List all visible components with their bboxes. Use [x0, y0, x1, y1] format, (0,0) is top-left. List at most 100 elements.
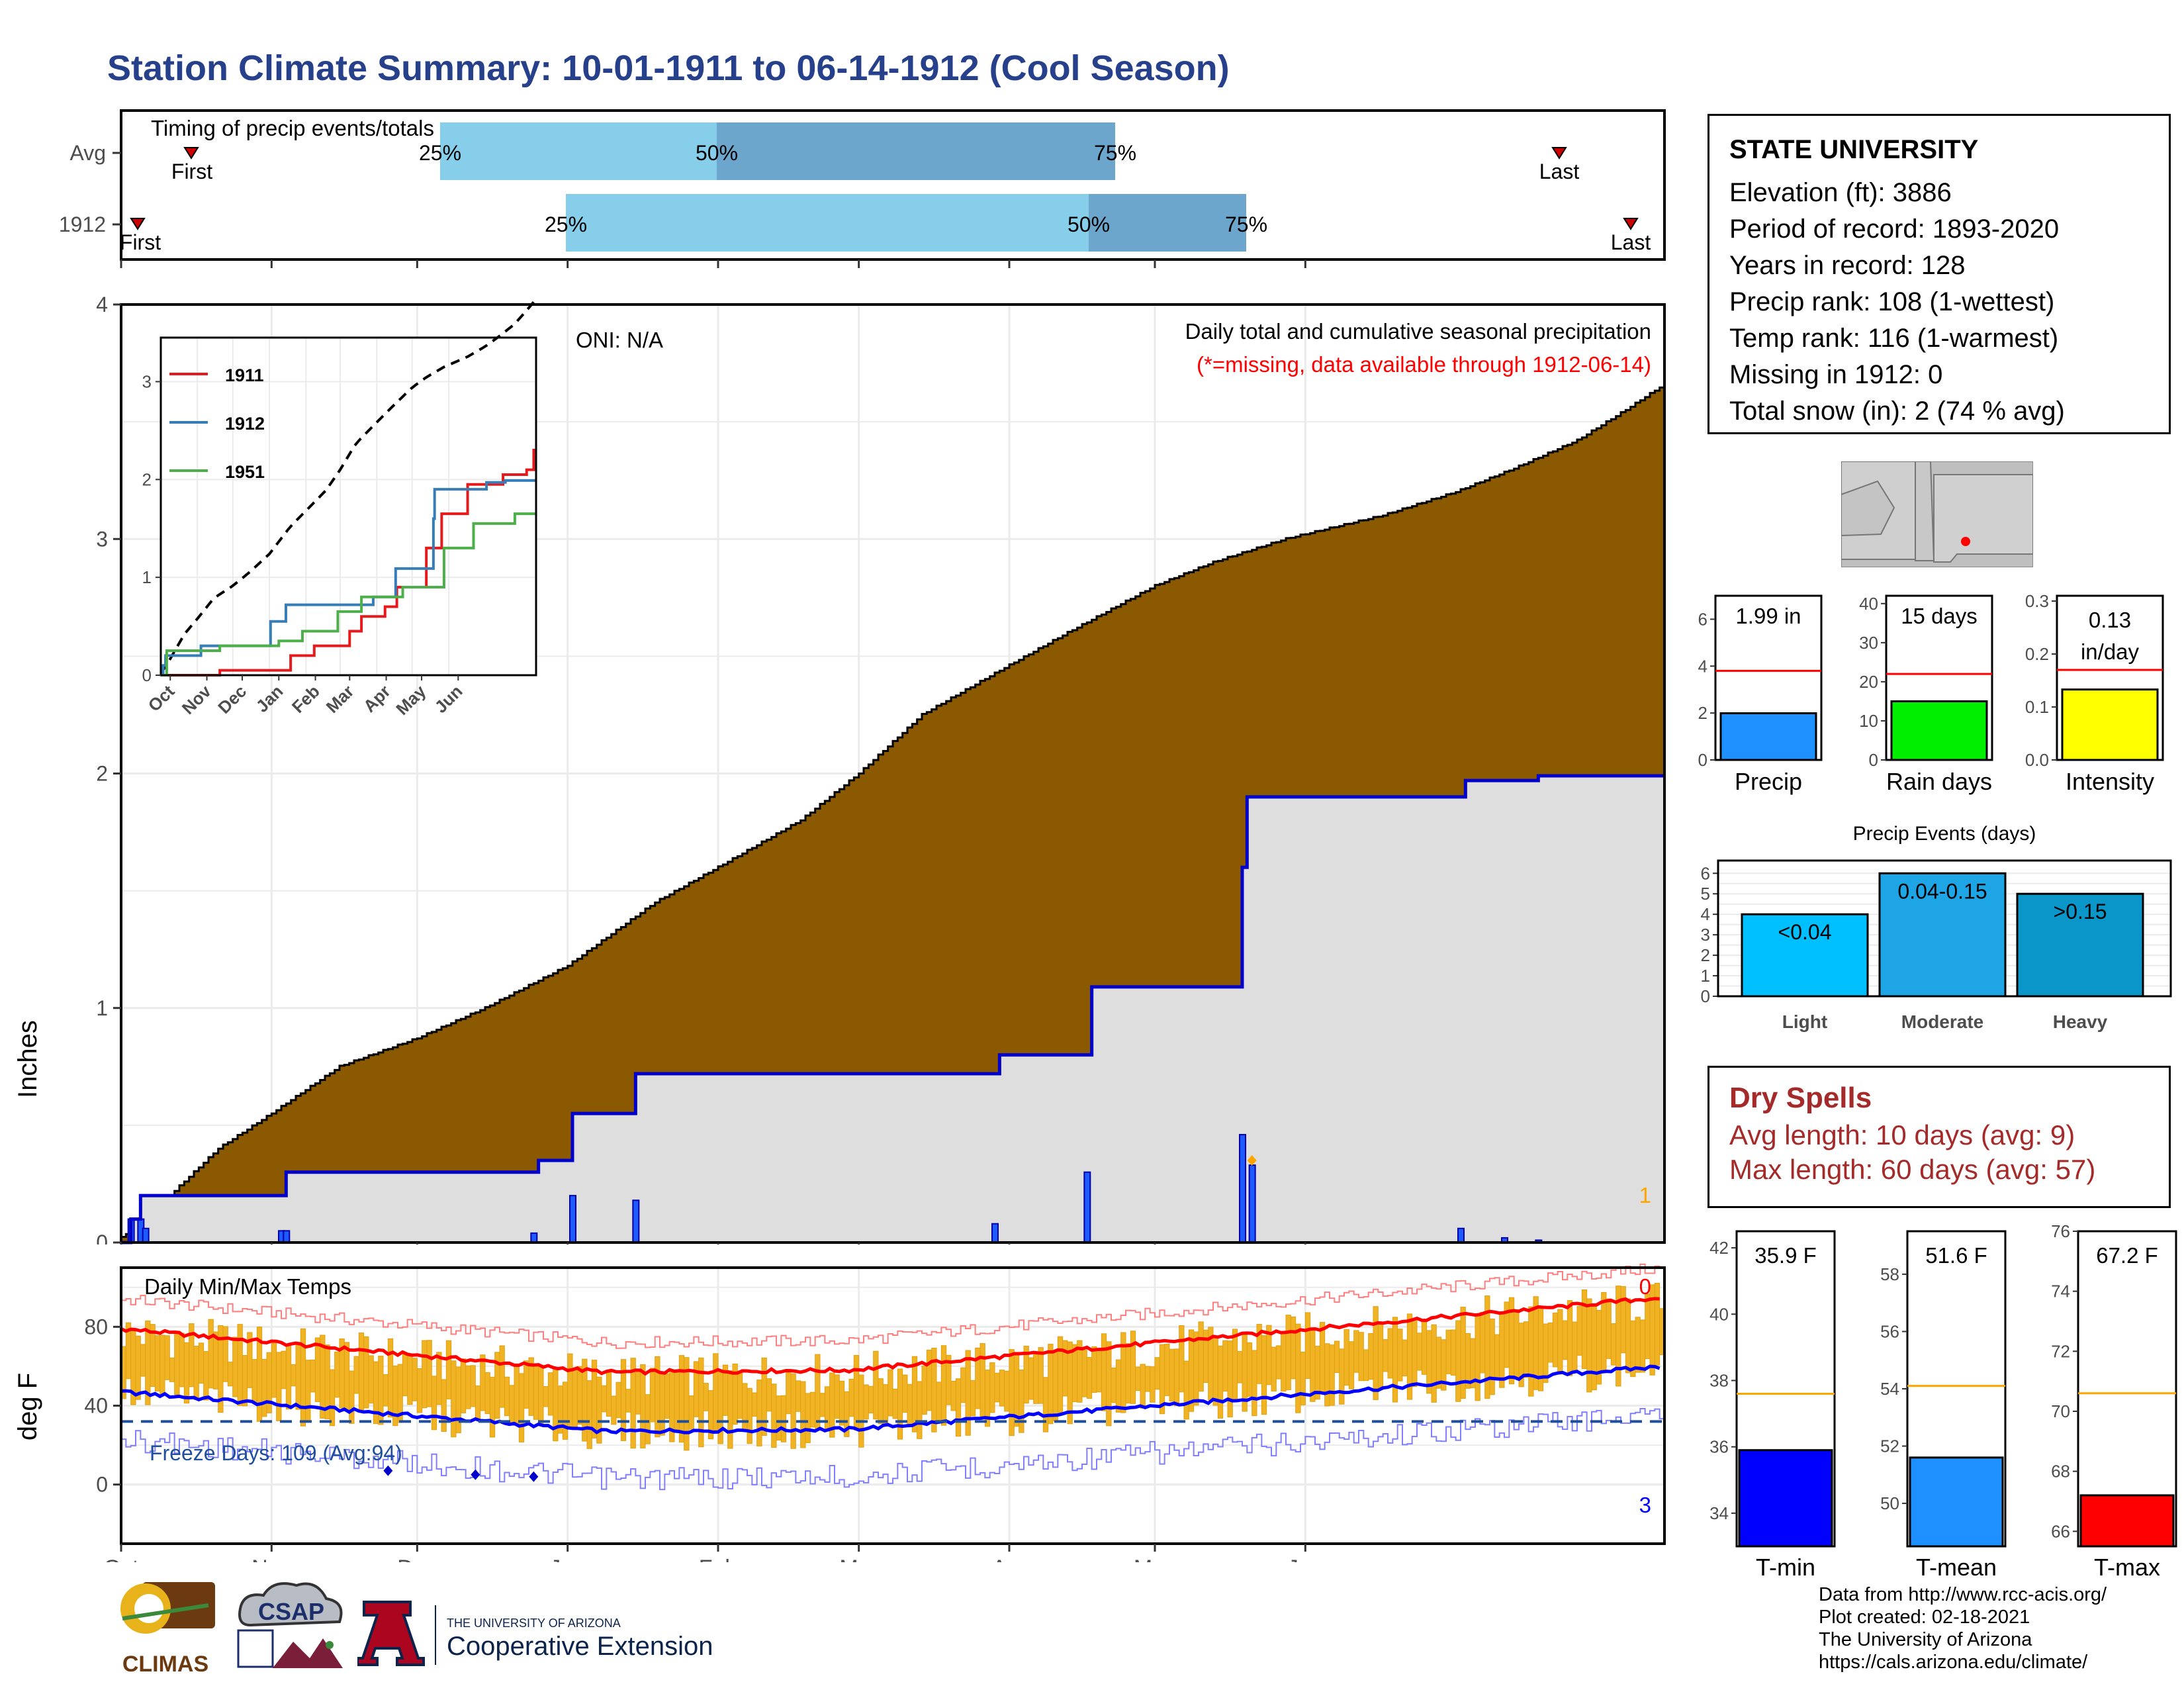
- station-info-box: STATE UNIVERSITY Elevation (ft): 3886 Pe…: [1707, 114, 2171, 434]
- daily-temp-bar: [790, 1373, 796, 1449]
- daily-temp-bar: [387, 1338, 394, 1418]
- daily-temp-bar: [868, 1385, 874, 1414]
- daily-temp-bar: [1543, 1323, 1549, 1383]
- daily-temp-bar: [1639, 1319, 1646, 1373]
- daily-temp-bar: [543, 1386, 549, 1407]
- daily-temp-bar: [1489, 1318, 1495, 1395]
- daily-precip-bar: [283, 1230, 291, 1243]
- avg-q1-bar: [440, 122, 717, 180]
- temp-summary-tick-label: 66: [2051, 1521, 2070, 1541]
- daily-temp-bar: [766, 1378, 772, 1412]
- avg-p50: 50%: [696, 141, 738, 165]
- daily-temp-bar: [805, 1393, 811, 1444]
- daily-temp-bar: [887, 1369, 893, 1417]
- daily-temp-bar: [431, 1376, 437, 1430]
- temp-summary-value: 35.9 F: [1754, 1243, 1817, 1268]
- daily-temp-bar: [703, 1383, 709, 1411]
- summary-tick-label: 6: [1698, 609, 1707, 629]
- ua-small-text: THE UNIVERSITY OF ARIZONA: [447, 1617, 621, 1630]
- precip-ylabel: Inches: [13, 1020, 42, 1098]
- daily-temp-bar: [747, 1387, 752, 1444]
- inset-line-1951: [161, 512, 536, 677]
- daily-precip-bar: [1248, 1164, 1256, 1244]
- precip-chart: 0 1 2 3 4 ONI: N/A Daily total and cumulativ…: [13, 293, 1666, 1244]
- daily-temp-bar: [950, 1380, 956, 1411]
- daily-temp-bar: [761, 1357, 767, 1436]
- daily-temp-bar: [1290, 1316, 1297, 1380]
- daily-temp-bar: [1416, 1333, 1422, 1371]
- daily-temp-bar: [509, 1385, 515, 1425]
- events-tick-label: 1: [1701, 966, 1710, 986]
- temp-summary-tick-label: 72: [2051, 1341, 2070, 1361]
- daily-temp-bar: [809, 1391, 816, 1428]
- events-tick-label: 5: [1701, 884, 1710, 904]
- record-max-line: [121, 1263, 1664, 1349]
- daily-temp-bar: [402, 1352, 408, 1397]
- summary-bar-intensity: [2061, 688, 2159, 761]
- daily-temp-bar: [1285, 1315, 1291, 1391]
- station-line: Period of record: 1893-2020: [1729, 214, 2060, 244]
- daily-temp-bar: [1329, 1344, 1335, 1406]
- events-title: Precip Events (days): [1853, 823, 2036, 845]
- temp-summary-tick-label: 74: [2051, 1282, 2070, 1301]
- temp-summary-tick-label: 70: [2051, 1401, 2070, 1421]
- daily-temp-bar: [1319, 1322, 1326, 1393]
- daily-temp-bar: [873, 1350, 879, 1420]
- temp-ylabel: deg F: [13, 1373, 42, 1440]
- daily-temp-bar: [917, 1381, 923, 1439]
- daily-temp-bar: [780, 1395, 787, 1442]
- daily-temp-bar: [853, 1355, 860, 1430]
- station-location-marker: [1961, 537, 1970, 546]
- daily-temp-bar: [1645, 1293, 1651, 1360]
- daily-precip-bar: [530, 1232, 538, 1243]
- daily-temp-bar: [460, 1358, 467, 1413]
- daily-temp-bar: [664, 1373, 670, 1419]
- summary-bars: 0 2 4 6 1.99 in Precip 0 10 20 30 40 15 days Rain da…: [1698, 591, 2164, 795]
- daily-temp-bar: [416, 1368, 423, 1413]
- month-label: Dec: [397, 1556, 437, 1562]
- daily-temp-bar: [285, 1344, 292, 1410]
- temp-summary-tick-label: 68: [2051, 1462, 2070, 1481]
- dry-spells-title: Dry Spells: [1729, 1082, 1872, 1114]
- record-low-marker: [471, 1469, 480, 1480]
- dry-spells-box: Dry Spells Avg length: 10 days (avg: 9) …: [1707, 1066, 2171, 1208]
- daily-temp-bar: [1183, 1360, 1189, 1420]
- temp-summary-tick-label: 76: [2051, 1221, 2070, 1241]
- events-tick-label: 2: [1701, 945, 1710, 965]
- daily-temp-bar: [625, 1389, 631, 1413]
- daily-temp-bar: [921, 1366, 927, 1415]
- daily-temp-bar: [426, 1340, 432, 1407]
- station-line: Temp rank: 116 (1-warmest): [1729, 324, 2059, 353]
- daily-temp-bar: [451, 1360, 457, 1438]
- oni-label: ONI: N/A: [576, 328, 663, 352]
- daily-temp-bar: [237, 1324, 243, 1406]
- record-min-line: [121, 1407, 1664, 1491]
- summary-tick-label: 10: [1859, 711, 1878, 731]
- daily-temp-bar: [436, 1352, 442, 1405]
- daily-temp-bar: [242, 1354, 248, 1407]
- daily-temp-bar: [227, 1362, 234, 1387]
- daily-temp-bar: [635, 1369, 641, 1415]
- daily-temp-bar: [1150, 1366, 1156, 1403]
- month-label: Jan: [549, 1556, 586, 1562]
- temp-summary-bar-t-mean: [1909, 1456, 2004, 1548]
- y1912-q2-bar: [1089, 194, 1246, 252]
- daily-temp-bar: [960, 1367, 966, 1403]
- daily-temp-bar: [193, 1346, 199, 1401]
- events-bar-heavy: [2016, 892, 2144, 998]
- daily-temp-bar: [276, 1352, 282, 1421]
- legend-1911: 1911: [225, 365, 264, 385]
- summary-value: 15 days: [1901, 604, 1978, 628]
- y-tick-label: 2: [96, 762, 108, 786]
- daily-temp-bar: [1057, 1336, 1064, 1413]
- daily-temp-bar: [1601, 1291, 1607, 1374]
- events-frame: [1717, 859, 2172, 998]
- daily-temp-bar: [140, 1344, 146, 1377]
- daily-temp-bar: [863, 1384, 869, 1420]
- daily-temp-bar: [815, 1354, 821, 1431]
- daily-temp-bar: [645, 1394, 651, 1444]
- daily-temp-bar: [1246, 1342, 1253, 1397]
- daily-temp-bar: [1019, 1369, 1024, 1433]
- climas-logo: CLIMAS: [120, 1582, 215, 1677]
